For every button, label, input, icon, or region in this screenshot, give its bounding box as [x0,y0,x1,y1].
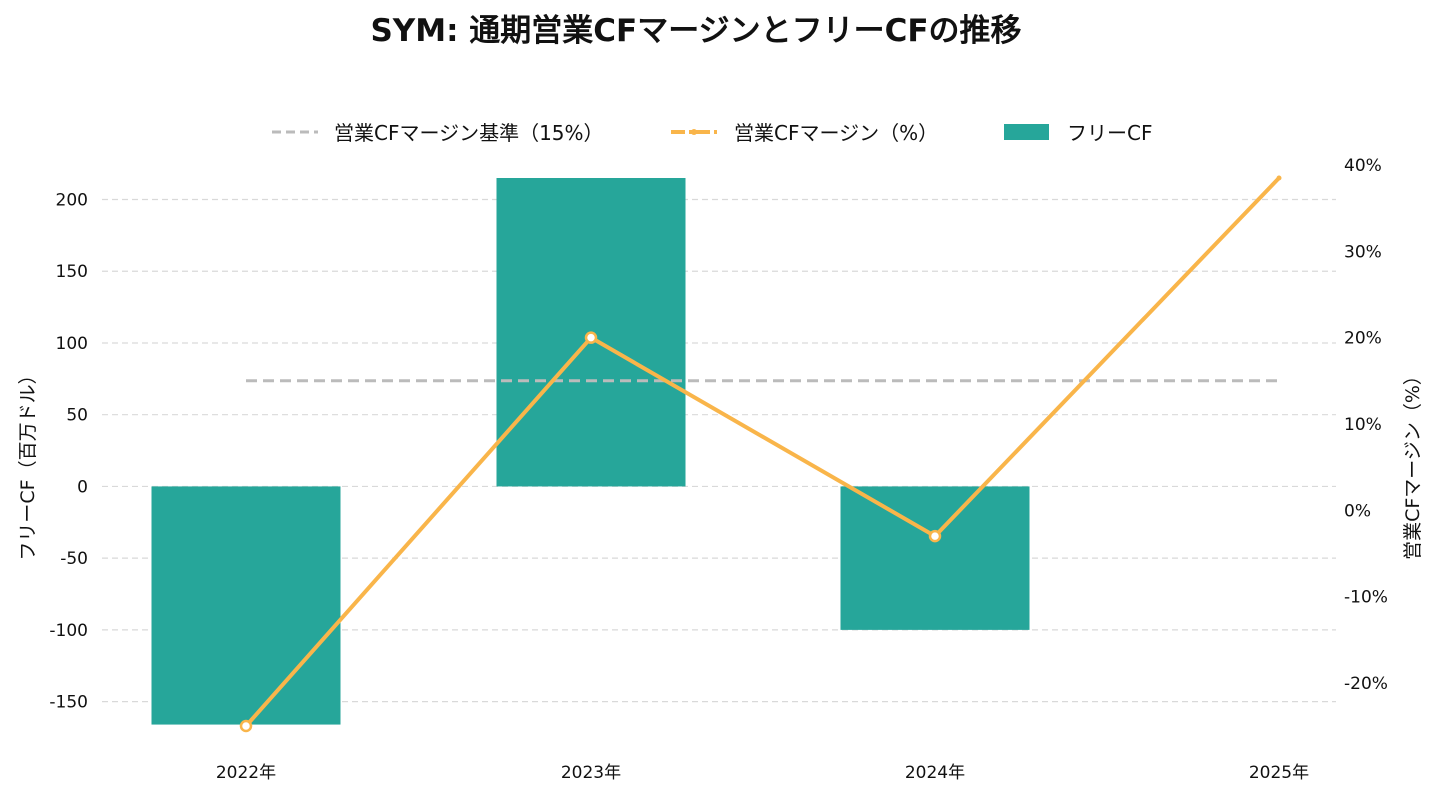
x-tick-label: 2025年 [1249,763,1309,783]
y-left-tick-label: -100 [49,621,88,641]
margin-line [244,176,1281,728]
margin-point [928,529,942,543]
fcf-bar [151,486,341,725]
x-tick-label: 2022年 [216,763,276,783]
y-left-tick-label: 0 [77,477,88,497]
y-left-tick-label: -150 [49,693,88,713]
y-right-tick-label: 20% [1344,329,1382,349]
fcf-bar [840,486,1030,630]
legend-item-margin: 営業CFマージン（%） [671,121,938,145]
y-right-tick-label: 40% [1344,156,1382,176]
margin-point [239,719,253,733]
y-right-tick-label: -10% [1344,588,1388,608]
margin-point [1276,175,1282,181]
line-series-layer [239,175,1282,733]
legend-item-reference: 営業CFマージン基準（15%） [272,121,604,145]
y-axis-right-label: 営業CFマージン（%） [1402,366,1424,560]
x-tick-label: 2024年 [905,763,965,783]
y-right-tick-label: 10% [1344,415,1382,435]
y-left-tick-label: 200 [56,191,88,211]
legend-swatch-fcf [1004,124,1049,140]
legend: 営業CFマージン基準（15%） 営業CFマージン（%） フリーCF [272,121,1152,145]
legend-item-fcf: フリーCF [1004,121,1152,145]
margin-point [584,331,598,344]
y-left-tick-label: 150 [56,262,88,282]
x-tick-label: 2023年 [561,763,621,783]
y-axis-left-label: フリーCF（百万ドル） [17,365,39,560]
bars [151,178,1030,725]
y-left-tick-label: 50 [66,406,88,426]
y-left-tick-label: -50 [60,549,88,569]
legend-label-fcf: フリーCF [1067,121,1152,145]
y-right-tick-label: 30% [1344,242,1382,262]
tick-labels: 200 150 100 50 0 -50 -100 -150 40% 30% 20% 10% 0% -10… [49,156,1388,783]
y-right-tick-label: 0% [1344,501,1371,521]
legend-marker-margin [691,129,697,135]
y-right-tick-label: -20% [1344,674,1388,694]
y-left-tick-label: 100 [56,334,88,354]
chart-title: SYM: 通期営業CFマージンとフリーCFの推移 [370,13,1021,49]
legend-label-reference: 営業CFマージン基準（15%） [334,121,604,145]
legend-label-margin: 営業CFマージン（%） [734,121,938,145]
